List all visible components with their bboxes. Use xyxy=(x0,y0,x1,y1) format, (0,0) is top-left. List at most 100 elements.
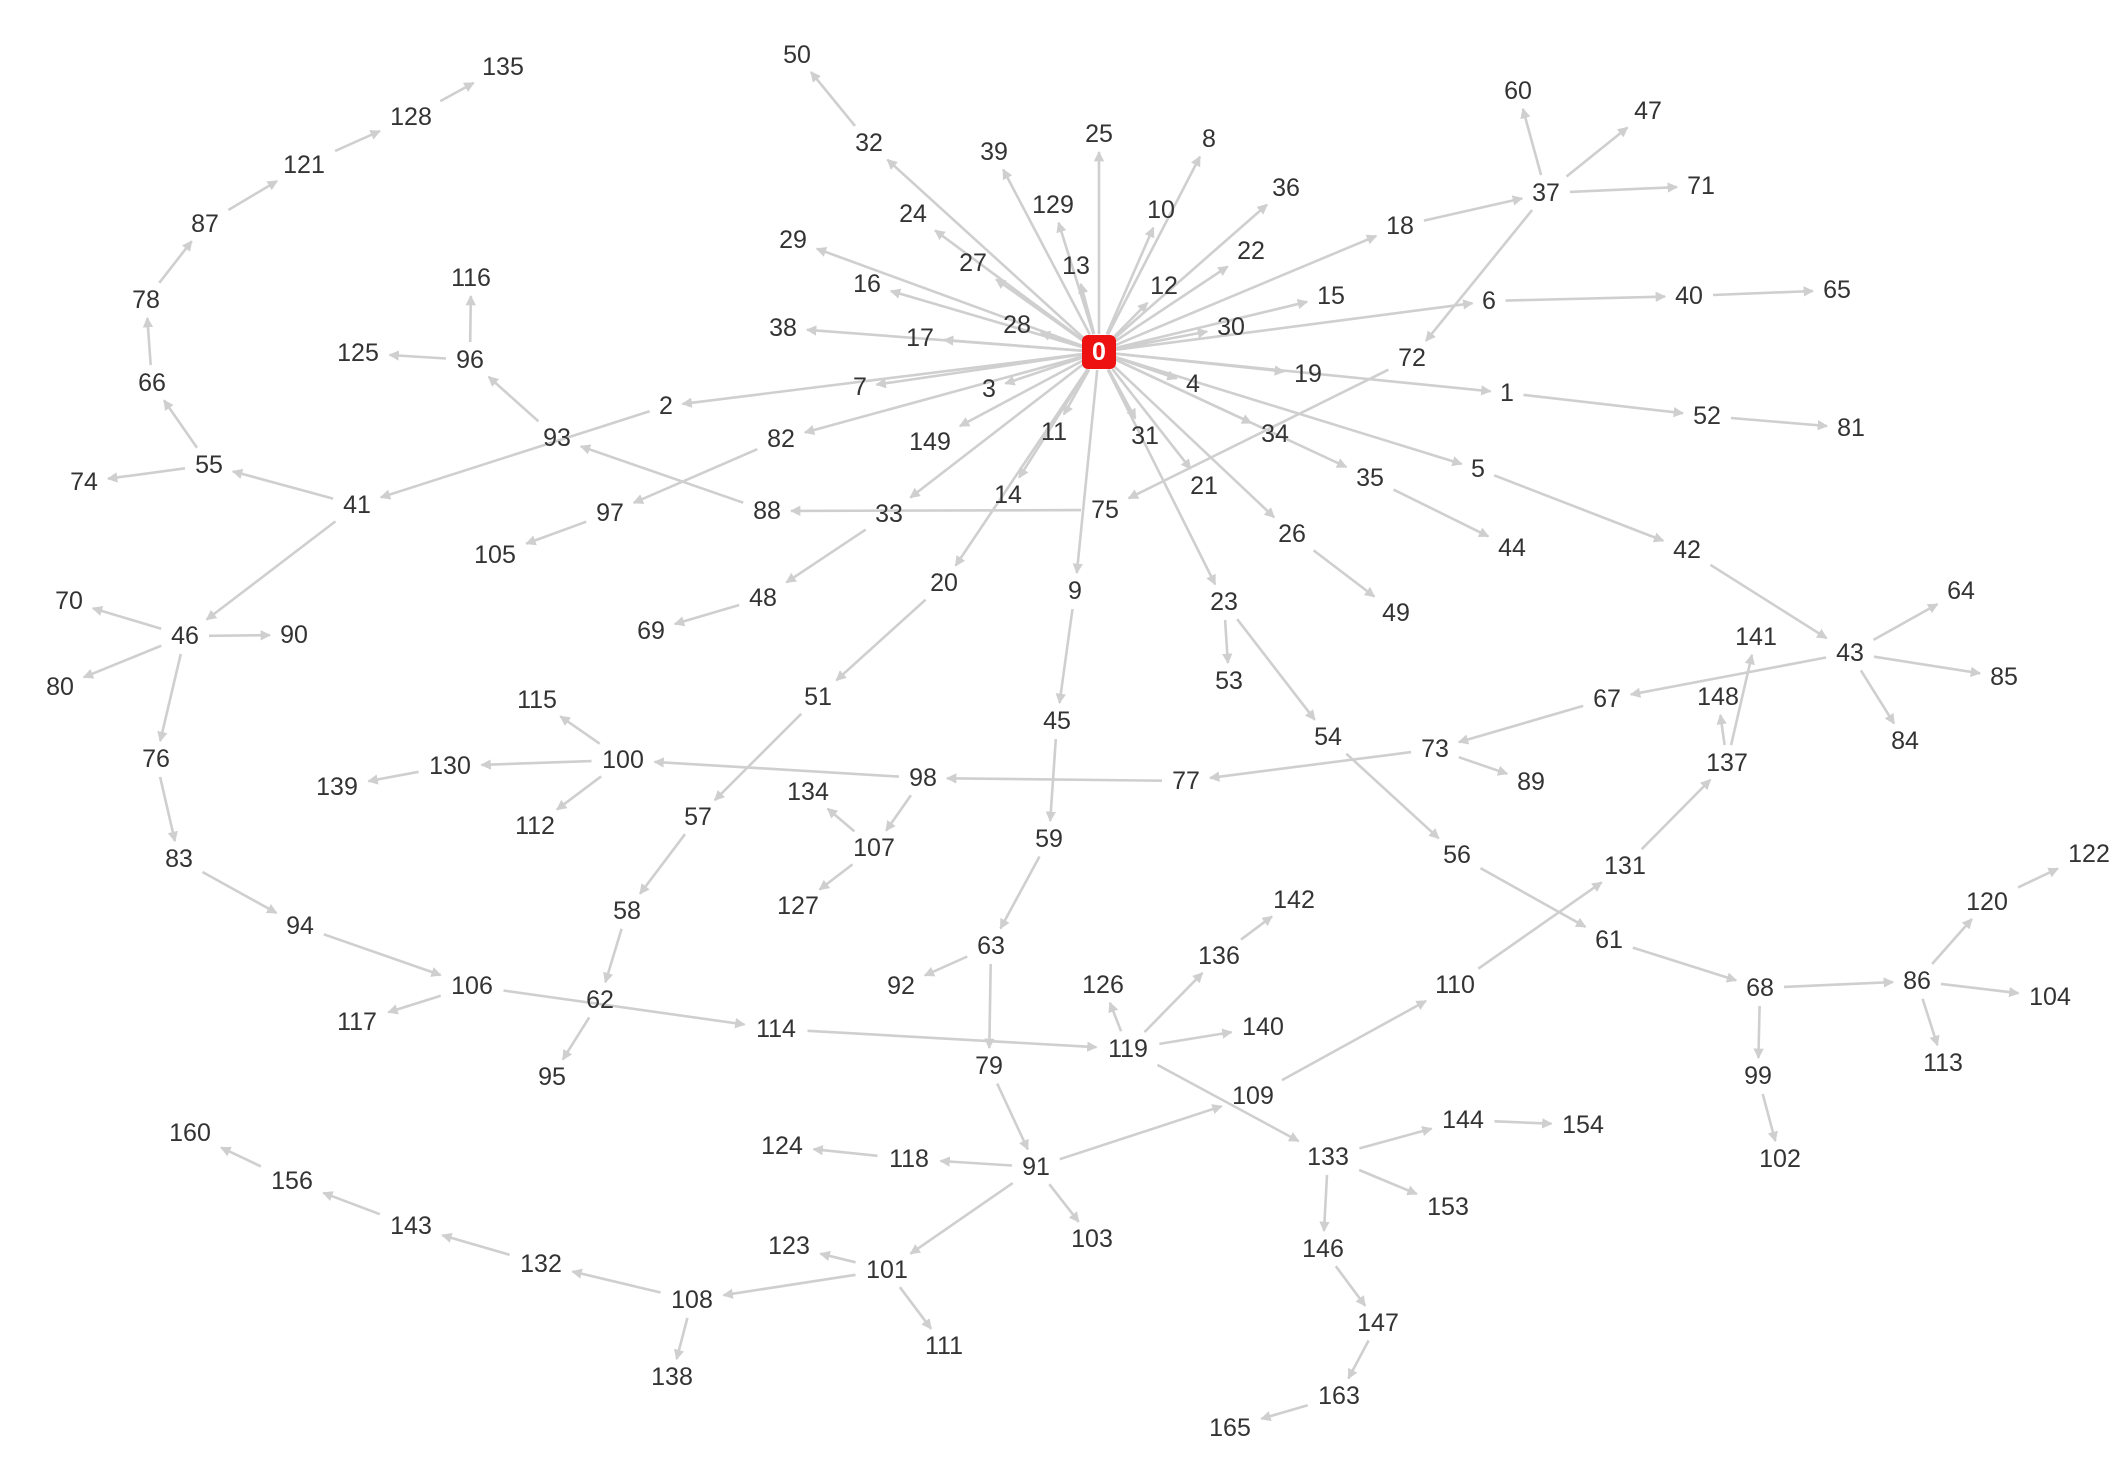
node-31[interactable]: 31 xyxy=(1131,422,1159,450)
node-56[interactable]: 56 xyxy=(1443,841,1471,869)
node-93[interactable]: 93 xyxy=(543,424,571,452)
node-141[interactable]: 141 xyxy=(1735,623,1777,651)
node-154[interactable]: 154 xyxy=(1562,1111,1604,1139)
node-86[interactable]: 86 xyxy=(1903,967,1931,995)
node-156[interactable]: 156 xyxy=(271,1167,313,1195)
node-120[interactable]: 120 xyxy=(1966,888,2008,916)
node-4[interactable]: 4 xyxy=(1186,370,1200,398)
node-122[interactable]: 122 xyxy=(2068,840,2110,868)
node-10[interactable]: 10 xyxy=(1147,196,1175,224)
node-19[interactable]: 19 xyxy=(1294,360,1322,388)
node-18[interactable]: 18 xyxy=(1386,212,1414,240)
node-28[interactable]: 28 xyxy=(1003,311,1031,339)
node-33[interactable]: 33 xyxy=(875,500,903,528)
node-137[interactable]: 137 xyxy=(1706,749,1748,777)
node-136[interactable]: 136 xyxy=(1198,942,1240,970)
node-30[interactable]: 30 xyxy=(1217,313,1245,341)
node-29[interactable]: 29 xyxy=(779,226,807,254)
node-95[interactable]: 95 xyxy=(538,1063,566,1091)
node-26[interactable]: 26 xyxy=(1278,520,1306,548)
node-149[interactable]: 149 xyxy=(909,428,951,456)
node-6[interactable]: 6 xyxy=(1482,287,1496,315)
node-62[interactable]: 62 xyxy=(586,986,614,1014)
node-16[interactable]: 16 xyxy=(853,270,881,298)
node-85[interactable]: 85 xyxy=(1990,663,2018,691)
node-146[interactable]: 146 xyxy=(1302,1235,1344,1263)
node-15[interactable]: 15 xyxy=(1317,282,1345,310)
node-22[interactable]: 22 xyxy=(1237,237,1265,265)
node-36[interactable]: 36 xyxy=(1272,174,1300,202)
node-41[interactable]: 41 xyxy=(343,491,371,519)
node-98[interactable]: 98 xyxy=(909,764,937,792)
node-46[interactable]: 46 xyxy=(171,622,199,650)
node-55[interactable]: 55 xyxy=(195,451,223,479)
node-74[interactable]: 74 xyxy=(70,468,98,496)
node-106[interactable]: 106 xyxy=(451,972,493,1000)
node-77[interactable]: 77 xyxy=(1172,767,1200,795)
node-52[interactable]: 52 xyxy=(1693,402,1721,430)
node-3[interactable]: 3 xyxy=(982,375,996,403)
node-63[interactable]: 63 xyxy=(977,932,1005,960)
node-1[interactable]: 1 xyxy=(1500,379,1514,407)
node-43[interactable]: 43 xyxy=(1836,639,1864,667)
node-83[interactable]: 83 xyxy=(165,845,193,873)
node-115[interactable]: 115 xyxy=(517,686,557,714)
node-17[interactable]: 17 xyxy=(906,324,934,352)
node-126[interactable]: 126 xyxy=(1082,971,1124,999)
node-142[interactable]: 142 xyxy=(1273,886,1315,914)
node-107[interactable]: 107 xyxy=(853,834,895,862)
node-165[interactable]: 165 xyxy=(1209,1414,1251,1442)
node-23[interactable]: 23 xyxy=(1210,588,1238,616)
node-7[interactable]: 7 xyxy=(853,373,867,401)
node-113[interactable]: 113 xyxy=(1923,1049,1963,1077)
node-80[interactable]: 80 xyxy=(46,673,74,701)
node-103[interactable]: 103 xyxy=(1071,1225,1113,1253)
node-99[interactable]: 99 xyxy=(1744,1062,1772,1090)
node-89[interactable]: 89 xyxy=(1517,768,1545,796)
node-42[interactable]: 42 xyxy=(1673,536,1701,564)
node-25[interactable]: 25 xyxy=(1085,120,1113,148)
node-20[interactable]: 20 xyxy=(930,569,958,597)
node-96[interactable]: 96 xyxy=(456,346,484,374)
node-12[interactable]: 12 xyxy=(1150,272,1178,300)
node-97[interactable]: 97 xyxy=(596,499,624,527)
node-143[interactable]: 143 xyxy=(390,1212,432,1240)
node-119[interactable]: 119 xyxy=(1108,1035,1148,1063)
node-54[interactable]: 54 xyxy=(1314,723,1342,751)
node-67[interactable]: 67 xyxy=(1593,685,1621,713)
node-129[interactable]: 129 xyxy=(1032,191,1074,219)
node-53[interactable]: 53 xyxy=(1215,667,1243,695)
node-130[interactable]: 130 xyxy=(429,752,471,780)
node-135[interactable]: 135 xyxy=(482,53,524,81)
node-108[interactable]: 108 xyxy=(671,1286,713,1314)
node-153[interactable]: 153 xyxy=(1427,1193,1469,1221)
node-112[interactable]: 112 xyxy=(515,812,555,840)
node-66[interactable]: 66 xyxy=(138,369,166,397)
node-50[interactable]: 50 xyxy=(783,41,811,69)
node-163[interactable]: 163 xyxy=(1318,1382,1360,1410)
node-140[interactable]: 140 xyxy=(1242,1013,1284,1041)
node-49[interactable]: 49 xyxy=(1382,599,1410,627)
node-71[interactable]: 71 xyxy=(1687,172,1715,200)
node-39[interactable]: 39 xyxy=(980,138,1008,166)
node-125[interactable]: 125 xyxy=(337,339,379,367)
node-94[interactable]: 94 xyxy=(286,912,314,940)
node-51[interactable]: 51 xyxy=(804,683,832,711)
node-144[interactable]: 144 xyxy=(1442,1106,1484,1134)
node-118[interactable]: 118 xyxy=(889,1145,929,1173)
node-79[interactable]: 79 xyxy=(975,1052,1003,1080)
node-11[interactable]: 11 xyxy=(1041,418,1067,446)
node-9[interactable]: 9 xyxy=(1068,577,1082,605)
node-47[interactable]: 47 xyxy=(1634,97,1662,125)
node-48[interactable]: 48 xyxy=(749,584,777,612)
node-59[interactable]: 59 xyxy=(1035,825,1063,853)
node-121[interactable]: 121 xyxy=(283,151,325,179)
node-133[interactable]: 133 xyxy=(1307,1143,1349,1171)
node-78[interactable]: 78 xyxy=(132,286,160,314)
node-68[interactable]: 68 xyxy=(1746,974,1774,1002)
node-38[interactable]: 38 xyxy=(769,314,797,342)
node-35[interactable]: 35 xyxy=(1356,464,1384,492)
node-24[interactable]: 24 xyxy=(899,200,927,228)
node-127[interactable]: 127 xyxy=(777,892,819,920)
root-node[interactable]: 0 xyxy=(1082,335,1116,369)
